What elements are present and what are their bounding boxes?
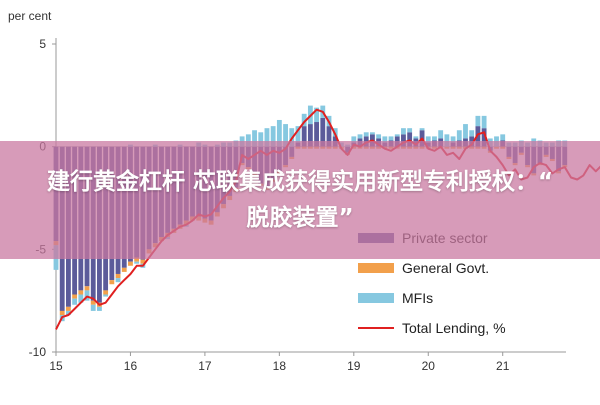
bar-mfis — [65, 310, 71, 316]
bar-general-govt — [121, 267, 127, 272]
x-tick-label: 21 — [496, 359, 510, 373]
x-tick-label: 20 — [422, 359, 436, 373]
bar-mfis — [357, 134, 363, 139]
bar-mfis — [252, 130, 257, 147]
bar-mfis — [432, 136, 437, 141]
bar-mfis — [78, 294, 84, 303]
bar-private-sector — [407, 132, 413, 147]
bar-mfis — [444, 134, 450, 147]
bar-private-sector — [320, 117, 326, 147]
bar-mfis — [419, 128, 425, 131]
bar-private-sector — [307, 124, 313, 147]
bar-mfis — [370, 132, 375, 135]
bar-mfis — [134, 261, 140, 264]
bar-general-govt — [134, 257, 140, 262]
x-tick-label: 16 — [124, 359, 138, 373]
bar-private-sector — [326, 126, 332, 147]
bar-mfis — [295, 126, 301, 143]
bar-mfis — [115, 278, 121, 283]
bar-general-govt — [65, 306, 71, 311]
bar-mfis — [456, 130, 462, 141]
bar-mfis — [264, 128, 270, 147]
bar-mfis — [314, 107, 320, 123]
bar-mfis — [463, 124, 468, 139]
bar-mfis — [438, 130, 444, 139]
bar-general-govt — [140, 259, 146, 264]
bar-mfis — [301, 113, 307, 127]
bar-mfis — [401, 128, 406, 135]
bar-private-sector — [401, 134, 406, 147]
bar-mfis — [407, 128, 413, 133]
y-tick-label: -10 — [29, 345, 47, 359]
x-tick-label: 15 — [49, 359, 63, 373]
bar-general-govt — [115, 273, 121, 279]
bar-general-govt — [59, 310, 65, 316]
bar-general-govt — [78, 290, 84, 295]
bar-general-govt — [103, 290, 109, 295]
bar-mfis — [72, 298, 78, 305]
bar-mfis — [394, 134, 400, 137]
bar-mfis — [469, 130, 475, 137]
bar-mfis — [97, 306, 102, 311]
x-tick-label: 17 — [198, 359, 212, 373]
bar-general-govt — [84, 286, 90, 291]
bar-mfis — [382, 136, 388, 143]
bar-mfis — [84, 290, 90, 301]
bar-private-sector — [481, 128, 487, 147]
overlay-banner: 建行黄金杠杆 芯联集成获得实用新型专利授权：“ 脱胶装置” — [0, 141, 600, 259]
bar-mfis — [283, 124, 288, 147]
bar-general-govt — [72, 294, 78, 299]
bar-mfis — [351, 136, 357, 143]
banner-line-1: 建行黄金杠杆 芯联集成获得实用新型专利授权：“ — [46, 169, 554, 195]
bar-mfis — [276, 119, 282, 147]
bar-mfis — [388, 136, 394, 141]
banner-line-2: 脱胶装置” — [246, 205, 354, 231]
bar-private-sector — [475, 126, 481, 147]
legend-swatch — [358, 263, 394, 273]
x-tick-label: 19 — [347, 359, 361, 373]
bar-mfis — [90, 304, 96, 311]
bar-mfis — [500, 134, 506, 141]
bar-general-govt — [128, 261, 133, 266]
bar-mfis — [245, 134, 251, 147]
x-tick-label: 18 — [273, 359, 287, 373]
bar-mfis — [376, 134, 382, 139]
y-axis-label: per cent — [8, 9, 52, 23]
bar-mfis — [450, 136, 456, 143]
bar-general-govt — [90, 300, 96, 305]
legend-label: Total Lending, % — [402, 320, 506, 336]
bar-private-sector — [301, 126, 307, 147]
y-tick-label: 5 — [39, 37, 46, 51]
bar-mfis — [425, 136, 431, 143]
bar-mfis — [481, 115, 487, 129]
bar-mfis — [363, 132, 369, 137]
bar-mfis — [103, 294, 109, 297]
bar-mfis — [475, 115, 481, 127]
legend-label: MFIs — [402, 290, 433, 306]
bar-mfis — [270, 126, 276, 147]
legend-swatch — [358, 293, 394, 303]
legend-label: General Govt. — [402, 260, 489, 276]
bar-private-sector — [314, 122, 320, 147]
bar-general-govt — [109, 280, 115, 285]
bar-mfis — [258, 132, 264, 147]
bar-mfis — [413, 136, 419, 139]
